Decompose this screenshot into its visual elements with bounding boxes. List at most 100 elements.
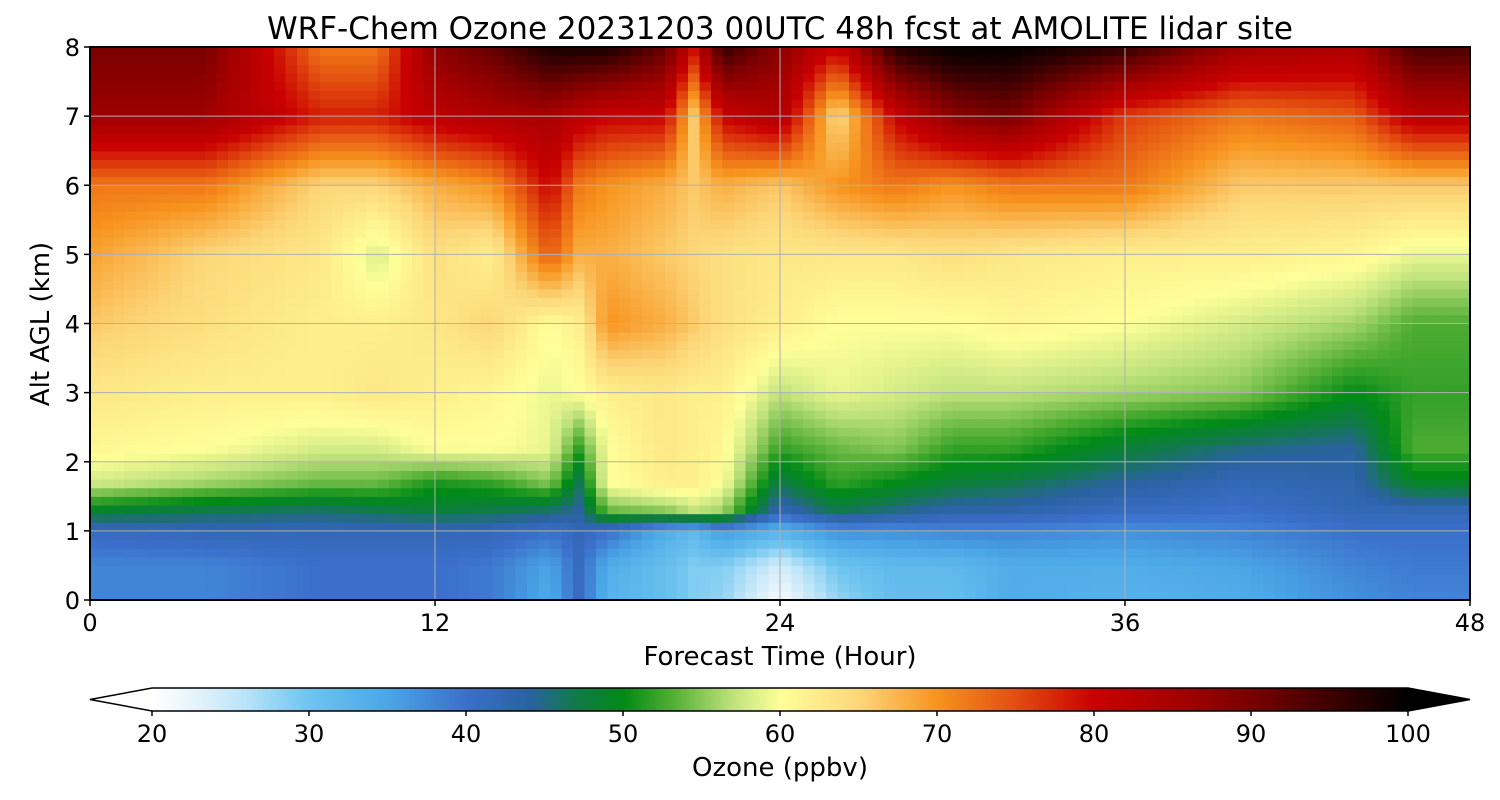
heatmap-cell <box>343 245 356 255</box>
heatmap-cell <box>573 332 586 342</box>
heatmap-cell <box>1332 522 1345 532</box>
heatmap-cell <box>929 427 942 437</box>
heatmap-cell <box>1021 496 1034 506</box>
heatmap-cell <box>1079 427 1092 437</box>
heatmap-cell <box>285 323 298 333</box>
heatmap-cell <box>1447 254 1460 264</box>
heatmap-cell <box>1297 332 1310 342</box>
heatmap-cell <box>1136 435 1149 446</box>
heatmap-cell <box>630 366 643 376</box>
heatmap-cell <box>1205 366 1218 376</box>
heatmap-cell <box>285 288 298 299</box>
heatmap-cell <box>274 349 287 359</box>
heatmap-cell <box>642 565 655 575</box>
heatmap-cell <box>182 513 195 523</box>
heatmap-cell <box>1067 323 1080 333</box>
heatmap-cell <box>1044 470 1057 480</box>
heatmap-cell <box>849 556 862 567</box>
heatmap-cell <box>1401 582 1414 592</box>
heatmap-cell <box>975 591 988 600</box>
heatmap-cell <box>665 254 678 264</box>
heatmap-cell <box>895 401 908 411</box>
heatmap-cell <box>573 245 586 255</box>
heatmap-cell <box>1286 427 1299 437</box>
heatmap-cell <box>860 496 873 506</box>
heatmap-cell <box>1355 409 1368 420</box>
heatmap-cell <box>147 565 160 575</box>
heatmap-cell <box>1458 504 1470 515</box>
heatmap-cell <box>1010 314 1023 325</box>
heatmap-cell <box>987 453 1000 463</box>
heatmap-cell <box>584 522 597 532</box>
heatmap-cell <box>1010 245 1023 255</box>
heatmap-cell <box>1320 487 1333 497</box>
heatmap-cell <box>883 539 896 549</box>
heatmap-cell <box>366 306 379 316</box>
heatmap-cell <box>193 366 206 376</box>
heatmap-cell <box>630 496 643 506</box>
heatmap-cell <box>998 271 1011 281</box>
heatmap-cell <box>216 314 229 325</box>
heatmap-cell <box>665 504 678 515</box>
heatmap-cell <box>320 409 333 420</box>
heatmap-cell <box>929 418 942 428</box>
heatmap-cell <box>1309 263 1322 273</box>
heatmap-cell <box>1435 582 1448 592</box>
heatmap-cell <box>734 409 747 420</box>
heatmap-cell <box>1251 245 1264 255</box>
heatmap-cell <box>1297 288 1310 299</box>
heatmap-cell <box>400 591 413 600</box>
heatmap-cell <box>1148 556 1161 567</box>
heatmap-cell <box>1102 513 1115 523</box>
heatmap-cell <box>446 340 459 351</box>
heatmap-cell <box>435 383 448 394</box>
heatmap-cell <box>1113 435 1126 446</box>
heatmap-cell <box>1251 314 1264 325</box>
heatmap-cell <box>1044 254 1057 264</box>
heatmap-cell <box>147 349 160 359</box>
heatmap-cell <box>412 375 425 385</box>
heatmap-cell <box>1286 297 1299 307</box>
heatmap-cell <box>159 574 172 584</box>
heatmap-cell <box>642 263 655 273</box>
heatmap-cell <box>1171 263 1184 273</box>
heatmap-cell <box>688 401 701 411</box>
heatmap-cell <box>274 435 287 446</box>
heatmap-cell <box>297 332 310 342</box>
heatmap-cell <box>987 513 1000 523</box>
heatmap-cell <box>584 245 597 255</box>
heatmap-cell <box>435 375 448 385</box>
heatmap-cell <box>1251 565 1264 575</box>
heatmap-cell <box>320 530 333 541</box>
heatmap-cell <box>354 496 367 506</box>
heatmap-cell <box>941 392 954 402</box>
heatmap-cell <box>1435 358 1448 368</box>
heatmap-cell <box>1389 496 1402 506</box>
heatmap-cell <box>113 297 126 307</box>
heatmap-cell <box>1228 263 1241 273</box>
heatmap-cell <box>1251 375 1264 385</box>
heatmap-cell <box>1148 470 1161 480</box>
heatmap-cell <box>803 435 816 446</box>
heatmap-cell <box>883 504 896 515</box>
heatmap-cell <box>90 479 103 489</box>
heatmap-cell <box>860 487 873 497</box>
heatmap-cell <box>354 582 367 592</box>
heatmap-cell <box>1458 409 1470 420</box>
heatmap-cell <box>492 314 505 325</box>
heatmap-cell <box>458 288 471 299</box>
heatmap-cell <box>124 574 137 584</box>
heatmap-cell <box>423 418 436 428</box>
heatmap-cell <box>1090 453 1103 463</box>
heatmap-cell <box>906 366 919 376</box>
heatmap-cell <box>699 539 712 549</box>
heatmap-cell <box>814 237 827 247</box>
heatmap-cell <box>1458 271 1470 281</box>
heatmap-cell <box>1102 418 1115 428</box>
heatmap-cell <box>1251 487 1264 497</box>
heatmap-cell <box>1389 332 1402 342</box>
heatmap-cell <box>1389 263 1402 273</box>
heatmap-cell <box>837 530 850 541</box>
heatmap-cell <box>136 358 149 368</box>
heatmap-cell <box>101 548 114 558</box>
